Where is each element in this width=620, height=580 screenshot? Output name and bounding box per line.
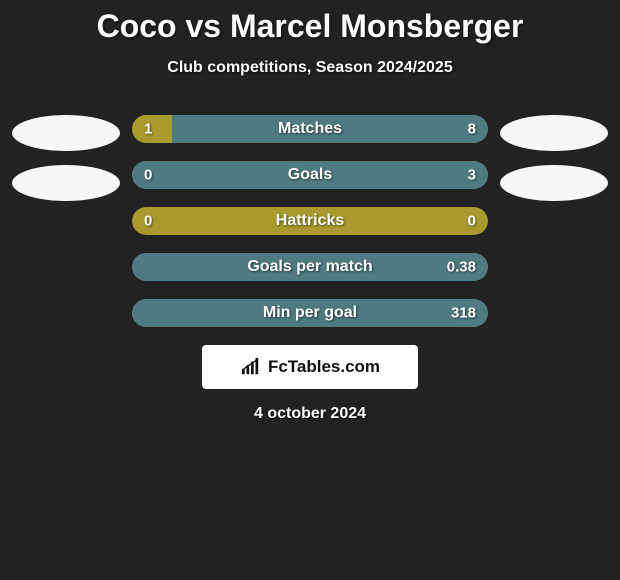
player2-avatar xyxy=(500,115,608,151)
branding-chart-icon xyxy=(240,358,262,376)
stat-bar-right-value: 8 xyxy=(468,121,476,138)
branding-text: FcTables.com xyxy=(268,357,380,377)
stat-bar-left-value: 0 xyxy=(144,167,152,184)
stat-bar: Matches 1 8 xyxy=(132,115,488,143)
stat-bar-label: Hattricks xyxy=(276,212,344,230)
stat-bar-right-value: 0 xyxy=(468,213,476,230)
page-title: Coco vs Marcel Monsberger xyxy=(97,8,524,45)
footer-date: 4 october 2024 xyxy=(254,405,366,423)
comparison-bars: Matches 1 8 Goals 0 3 Hattricks 0 0 Goals per mat… xyxy=(126,115,494,327)
stat-bar-label: Goals xyxy=(288,166,332,184)
player2-team-avatar xyxy=(500,165,608,201)
player1-avatar xyxy=(12,115,120,151)
player2-avatar-col xyxy=(494,115,614,215)
player1-team-avatar xyxy=(12,165,120,201)
stat-bar-left-value: 1 xyxy=(144,121,152,138)
stat-bar-left-value: 0 xyxy=(144,213,152,230)
stat-bar: Hattricks 0 0 xyxy=(132,207,488,235)
page-subtitle: Club competitions, Season 2024/2025 xyxy=(167,59,452,77)
player1-avatar-col xyxy=(6,115,126,215)
chart-area: Matches 1 8 Goals 0 3 Hattricks 0 0 Goals per mat… xyxy=(0,115,620,327)
stat-bar-label: Matches xyxy=(278,120,342,138)
comparison-container: Coco vs Marcel Monsberger Club competiti… xyxy=(0,0,620,423)
branding-badge[interactable]: FcTables.com xyxy=(202,345,418,389)
stat-bar-label: Goals per match xyxy=(247,258,372,276)
stat-bar: Min per goal 318 xyxy=(132,299,488,327)
stat-bar-right-value: 318 xyxy=(451,305,476,322)
stat-bar-right-value: 3 xyxy=(468,167,476,184)
stat-bar: Goals per match 0.38 xyxy=(132,253,488,281)
stat-bar-right-value: 0.38 xyxy=(447,259,476,276)
stat-bar-label: Min per goal xyxy=(263,304,357,322)
stat-bar: Goals 0 3 xyxy=(132,161,488,189)
